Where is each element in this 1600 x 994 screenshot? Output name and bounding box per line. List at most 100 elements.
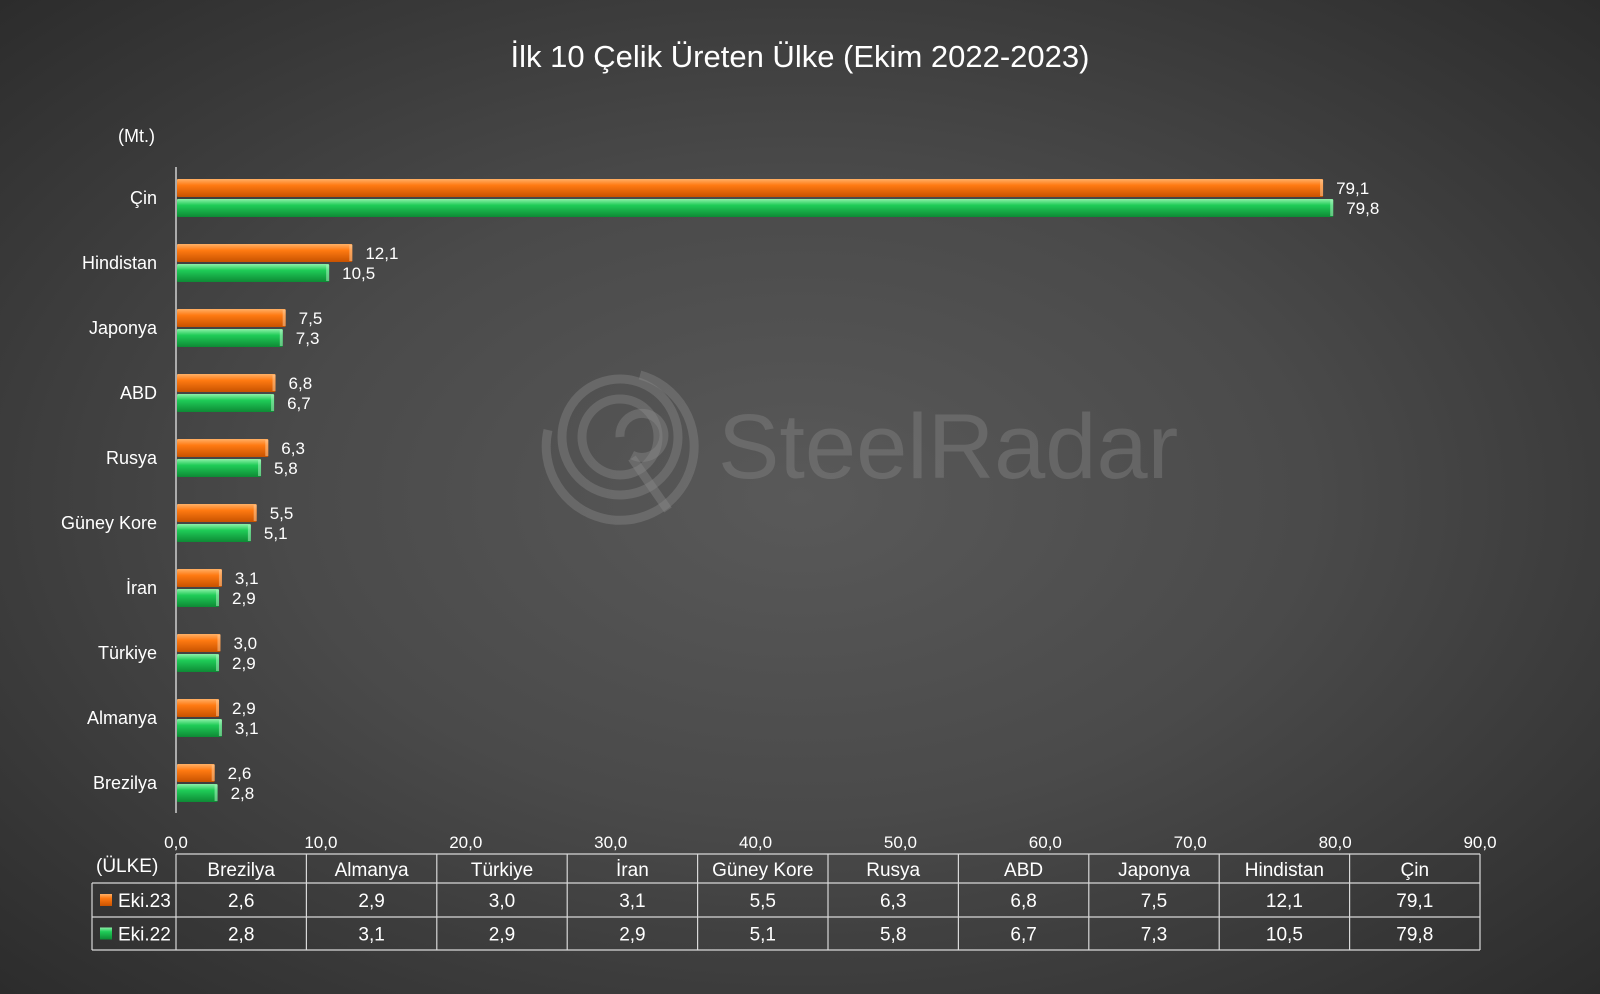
table-header-cell: Türkiye bbox=[471, 860, 533, 881]
table-header-cell: Hindistan bbox=[1245, 860, 1324, 881]
bar-cap-eki22 bbox=[216, 655, 220, 671]
category-label: Türkiye bbox=[98, 643, 157, 663]
bar-cap-eki23 bbox=[211, 765, 215, 781]
bar-cap-eki23 bbox=[265, 440, 269, 456]
x-tick-label: 0,0 bbox=[164, 833, 188, 852]
table-header-cell: ABD bbox=[1004, 860, 1043, 881]
bar-eki23 bbox=[177, 179, 1324, 197]
table-value-cell: 7,3 bbox=[1141, 925, 1167, 946]
table-value-cell: 3,0 bbox=[489, 891, 515, 912]
data-label-eki23: 3,0 bbox=[233, 634, 257, 653]
bar-cap-eki22 bbox=[326, 265, 330, 281]
data-label-eki23: 5,5 bbox=[270, 504, 294, 523]
bar-cap-eki23 bbox=[217, 635, 221, 651]
x-tick-label: 30,0 bbox=[594, 833, 627, 852]
bar-cap-eki22 bbox=[218, 720, 222, 736]
table-value-cell: 10,5 bbox=[1266, 925, 1303, 946]
x-tick-label: 40,0 bbox=[739, 833, 772, 852]
bar-eki22 bbox=[177, 654, 220, 672]
bar-eki23 bbox=[177, 569, 222, 587]
value-labels: 79,179,8 12,110,5 7,57,3 6,86,7 6,35,8 5,55,1… bbox=[228, 179, 1380, 803]
chart-title: İlk 10 Çelik Üreten Ülke (Ekim 2022-2023… bbox=[511, 39, 1090, 74]
table-header-cell: Almanya bbox=[335, 860, 409, 881]
data-label-eki22: 3,1 bbox=[235, 719, 259, 738]
table-value-cell: 5,5 bbox=[750, 891, 776, 912]
legend-label-eki23: Eki.23 bbox=[118, 891, 171, 912]
table-value-cell: 3,1 bbox=[619, 891, 645, 912]
data-label-eki23: 12,1 bbox=[365, 244, 398, 263]
table-header-cell: Çin bbox=[1401, 860, 1430, 881]
watermark: SteelRadar bbox=[541, 370, 1178, 525]
bar-eki22 bbox=[177, 459, 262, 477]
x-tick-label: 60,0 bbox=[1029, 833, 1062, 852]
table-cells: Brezilya Almanya Türkiye İran Güney Kore Rusy… bbox=[100, 860, 1433, 946]
bar-eki23 bbox=[177, 309, 286, 327]
data-label-eki23: 6,8 bbox=[289, 374, 313, 393]
data-label-eki22: 5,8 bbox=[274, 459, 298, 478]
bar-eki22 bbox=[177, 199, 1334, 217]
data-label-eki22: 2,9 bbox=[232, 589, 256, 608]
bar-eki23 bbox=[177, 374, 276, 392]
table-value-cell: 2,9 bbox=[619, 925, 645, 946]
data-label-eki23: 79,1 bbox=[1336, 179, 1369, 198]
x-tick-label: 80,0 bbox=[1319, 833, 1352, 852]
table-value-cell: 2,6 bbox=[228, 891, 254, 912]
legend-key-eki22-icon bbox=[100, 927, 112, 940]
category-label: Hindistan bbox=[82, 253, 157, 273]
data-table: (ÜLKE) Brezilya Almanya Türkiye İran Güney K… bbox=[91, 853, 1481, 951]
table-value-cell: 6,3 bbox=[880, 891, 906, 912]
category-label: Çin bbox=[130, 188, 157, 208]
x-tick-label: 10,0 bbox=[304, 833, 337, 852]
bar-cap-eki23 bbox=[218, 570, 222, 586]
x-tick-label: 50,0 bbox=[884, 833, 917, 852]
bar-eki22 bbox=[177, 524, 251, 542]
data-label-eki23: 7,5 bbox=[299, 309, 323, 328]
bar-cap-eki22 bbox=[1330, 200, 1334, 216]
bar-eki22 bbox=[177, 394, 275, 412]
bar-cap-eki23 bbox=[272, 375, 276, 391]
bar-cap-eki22 bbox=[247, 525, 251, 541]
bar-eki23 bbox=[177, 504, 257, 522]
data-label-eki22: 5,1 bbox=[264, 524, 288, 543]
table-value-cell: 12,1 bbox=[1266, 891, 1303, 912]
x-tick-label: 70,0 bbox=[1174, 833, 1207, 852]
category-label: ABD bbox=[120, 383, 157, 403]
bar-eki23 bbox=[177, 634, 221, 652]
legend-label-eki22: Eki.22 bbox=[118, 925, 171, 946]
table-header-cell: Rusya bbox=[866, 860, 920, 881]
x-tick-label: 90,0 bbox=[1463, 833, 1496, 852]
bar-cap-eki23 bbox=[349, 245, 353, 261]
table-value-cell: 79,1 bbox=[1396, 891, 1433, 912]
category-label: Japonya bbox=[89, 318, 158, 338]
data-label-eki23: 2,9 bbox=[232, 699, 256, 718]
data-label-eki22: 7,3 bbox=[296, 329, 320, 348]
table-value-cell: 2,9 bbox=[489, 925, 515, 946]
category-label: Rusya bbox=[106, 448, 158, 468]
table-value-cell: 5,8 bbox=[880, 925, 906, 946]
bar-eki22 bbox=[177, 719, 222, 737]
category-label: Almanya bbox=[87, 708, 158, 728]
table-header-cell: Güney Kore bbox=[712, 860, 813, 881]
category-label: Brezilya bbox=[93, 773, 158, 793]
bar-cap-eki23 bbox=[1320, 180, 1324, 196]
data-label-eki23: 3,1 bbox=[235, 569, 259, 588]
table-value-cell: 3,1 bbox=[358, 925, 384, 946]
bar-eki22 bbox=[177, 784, 218, 802]
data-label-eki22: 2,8 bbox=[231, 784, 255, 803]
radar-q-logo-icon bbox=[541, 370, 699, 525]
unit-label: (Mt.) bbox=[118, 126, 155, 146]
bar-cap-eki22 bbox=[258, 460, 262, 476]
table-value-cell: 6,8 bbox=[1010, 891, 1036, 912]
x-tick-labels: 0,0 10,0 20,0 30,0 40,0 50,0 60,0 70,0 80,0 90,0 bbox=[164, 833, 1496, 852]
watermark-text: SteelRadar bbox=[718, 396, 1178, 498]
category-labels: Çin Hindistan Japonya ABD Rusya Güney Kore İra… bbox=[61, 188, 158, 793]
legend-key-eki23-icon bbox=[100, 894, 112, 906]
category-label: İran bbox=[126, 578, 157, 598]
table-header-cell: Brezilya bbox=[207, 860, 275, 881]
bar-eki22 bbox=[177, 329, 283, 347]
data-label-eki23: 2,6 bbox=[228, 764, 252, 783]
table-header-label: (ÜLKE) bbox=[96, 856, 158, 877]
table-value-cell: 5,1 bbox=[750, 925, 776, 946]
table-header-cell: İran bbox=[616, 860, 649, 881]
bar-eki22 bbox=[177, 589, 220, 607]
